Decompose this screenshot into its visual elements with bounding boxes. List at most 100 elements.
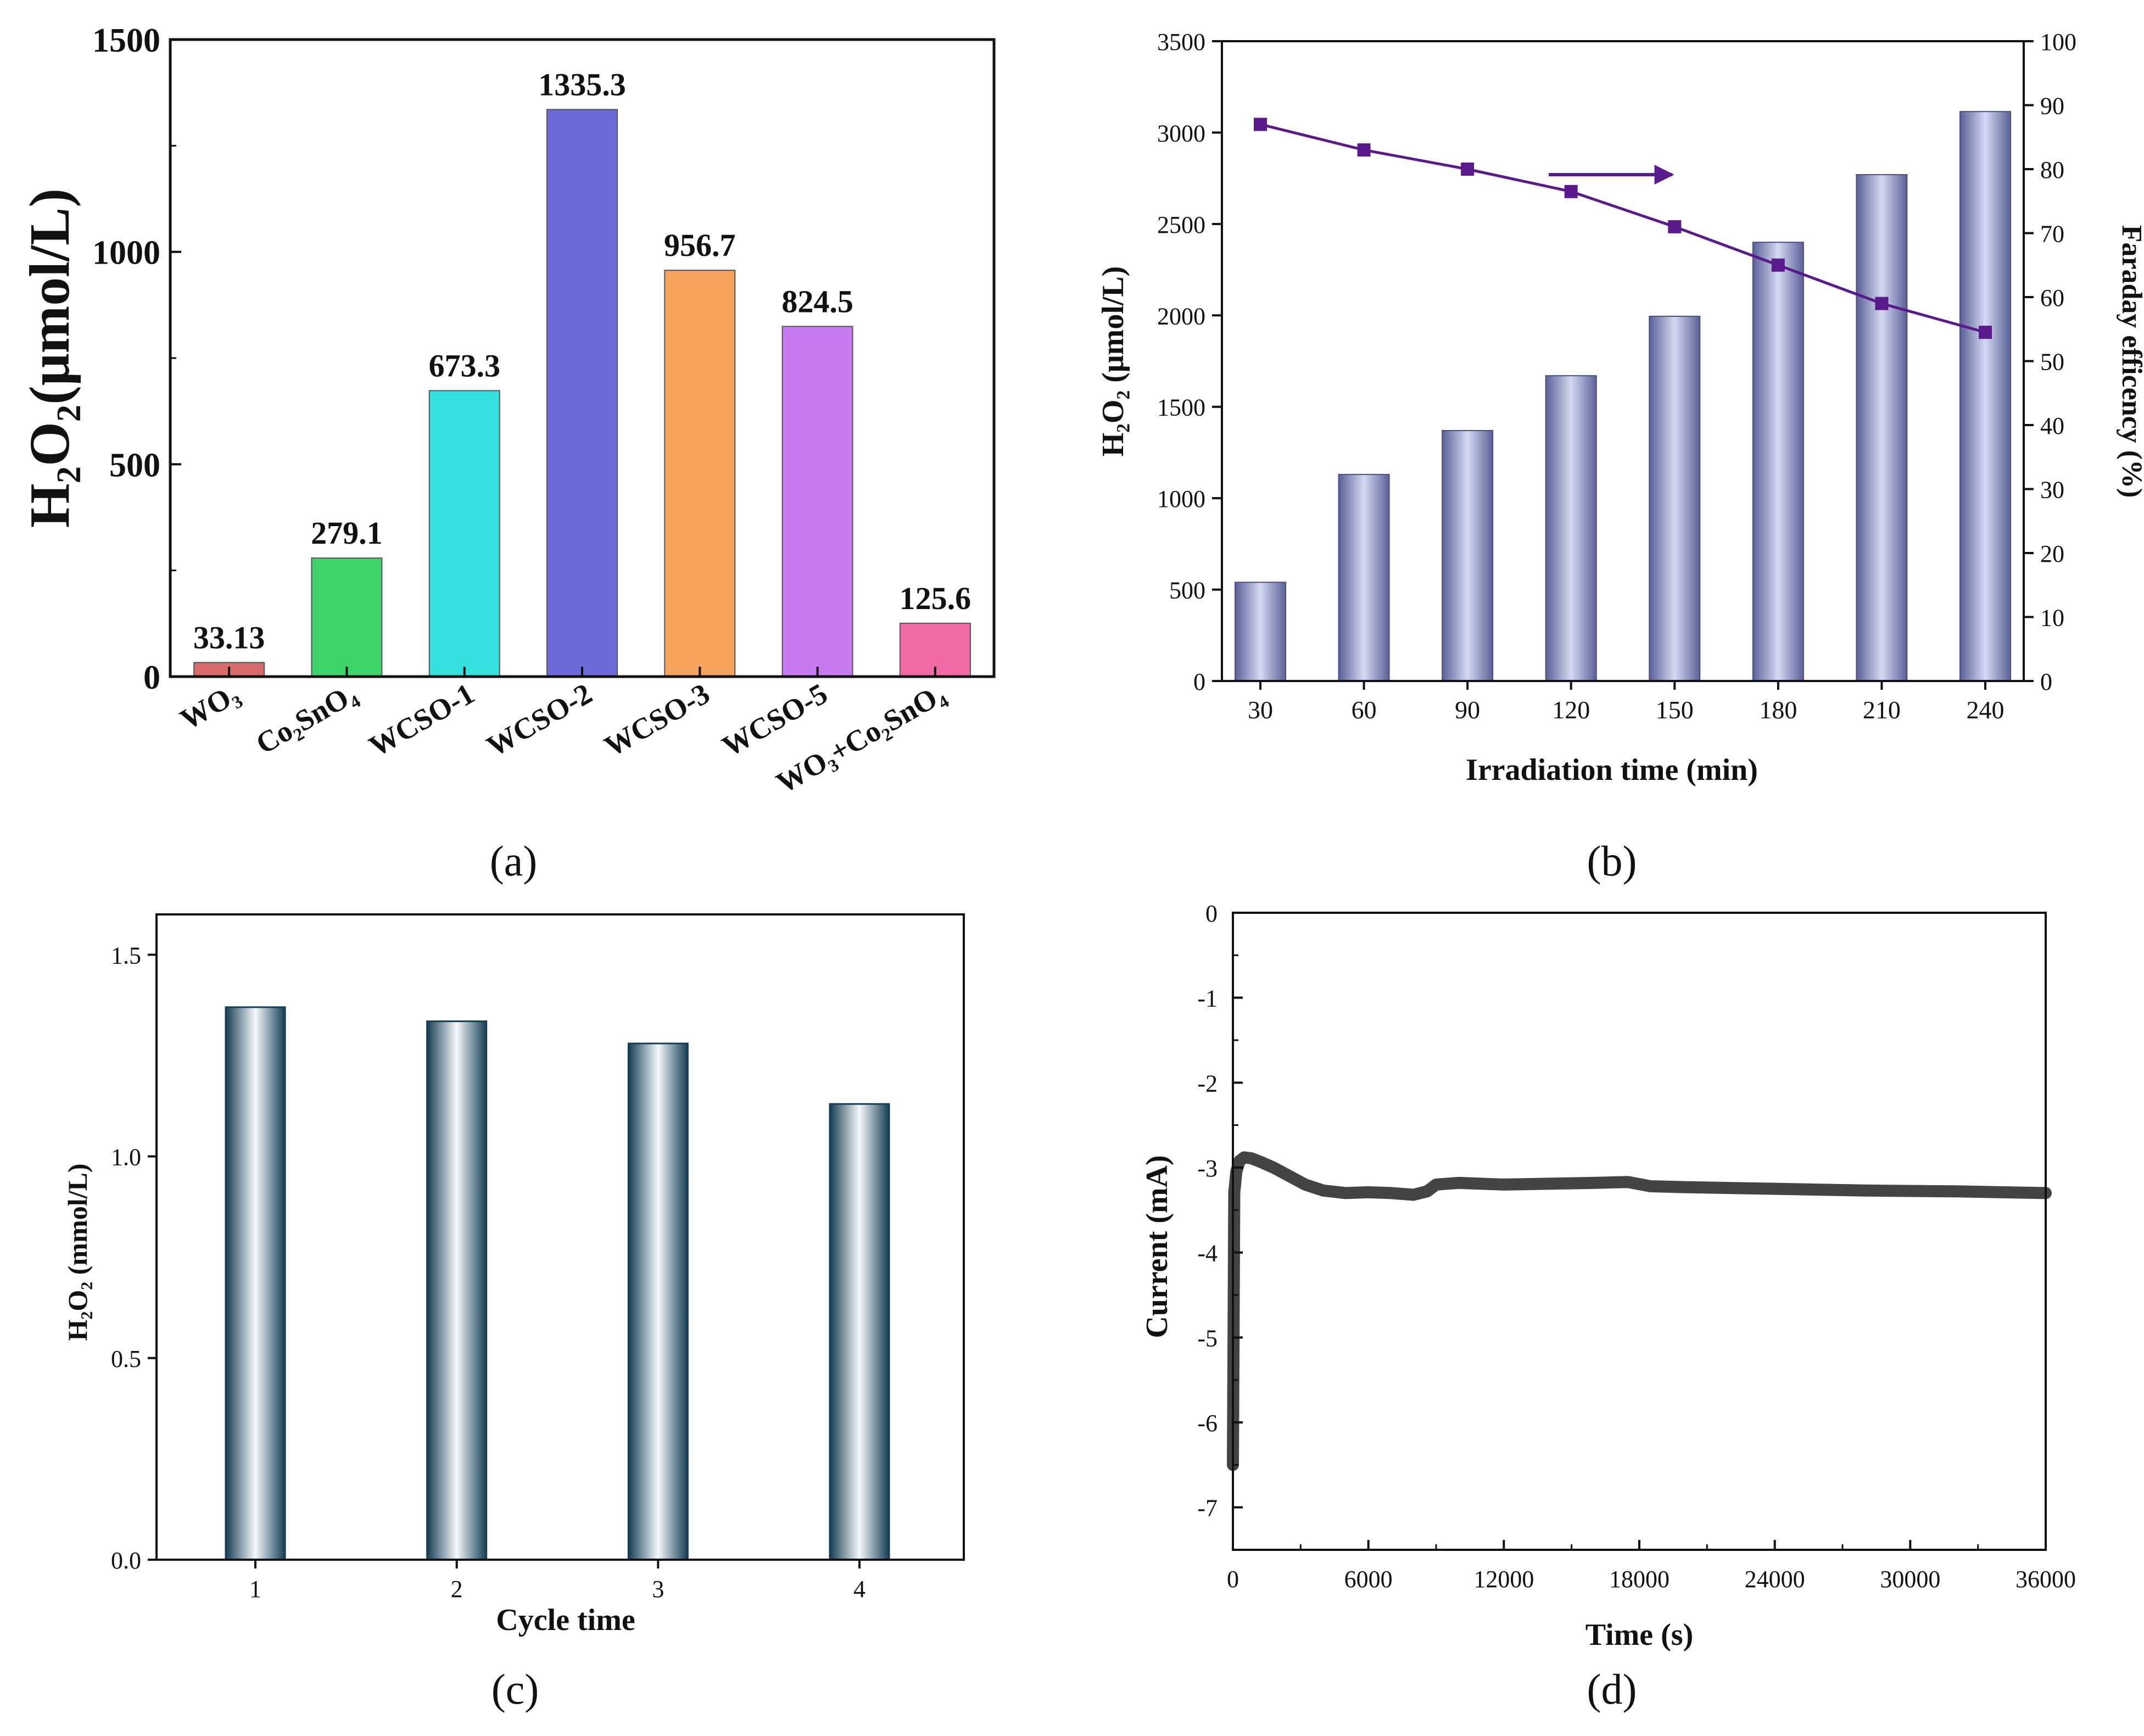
panel-b-y2-tick-label: 60 xyxy=(2040,284,2064,311)
panel-a-y-tick-label: 500 xyxy=(109,446,160,484)
panel-a-y-tick-label: 0 xyxy=(143,659,160,696)
panel-a: 33.13 279.1 673.3 1335.3 956.7 824.5 125.6 0 50… xyxy=(18,22,996,885)
panel-b-y-tick-label: 3500 xyxy=(1157,29,1205,55)
panel-b-y-tick-label: 2500 xyxy=(1157,211,1205,238)
panel-b-y2-tick-label: 50 xyxy=(2040,349,2064,376)
panel-c-x-axis: 1 2 3 4 xyxy=(249,1560,866,1603)
panel-c-x-axis-label: Cycle time xyxy=(496,1603,635,1637)
panel-a-plot-area: 33.13 279.1 673.3 1335.3 956.7 824.5 125.6 xyxy=(193,66,972,678)
panel-b-x-tick-label: 120 xyxy=(1552,696,1590,724)
panel-d: 0 -1 -2 -3 -4 -5 -6 -7 0 6000 12000 18000 24000 3000… xyxy=(1140,900,2076,1713)
panel-b-efficiency-marker xyxy=(1564,185,1578,198)
panel-d-plot-area xyxy=(1227,1151,2052,1471)
panel-a-data-label: 956.7 xyxy=(664,227,736,263)
panel-b-y2-axis-label: Faraday efficency (%) xyxy=(2116,225,2144,498)
panel-b-bar xyxy=(1545,375,1597,682)
panel-a-data-label: 125.6 xyxy=(900,580,972,616)
panel-b-y-tick-label: 0 xyxy=(1193,668,1205,695)
panel-a-caption: (a) xyxy=(490,837,538,885)
panel-b-y2-tick-label: 10 xyxy=(2040,605,2064,632)
panel-b-efficiency-marker xyxy=(1668,220,1682,233)
panel-d-x-tick-label: 0 xyxy=(1227,1566,1239,1593)
panel-a-x-tick-label: WCSO-1 xyxy=(364,677,480,763)
panel-c-y-axis: 0.0 0.5 1.0 1.5 xyxy=(111,942,157,1574)
panel-a-x-tick-label: WCSO-2 xyxy=(481,677,598,763)
panel-b-y-tick-label: 2000 xyxy=(1157,303,1205,330)
panel-b-y2-tick-label: 70 xyxy=(2040,221,2064,248)
panel-d-x-tick-label: 30000 xyxy=(1880,1566,1940,1593)
panel-a-data-label: 279.1 xyxy=(311,515,383,551)
panel-b-y2-tick-label: 40 xyxy=(2040,412,2064,439)
panel-c-bar xyxy=(829,1103,890,1561)
panel-d-x-tick-label: 12000 xyxy=(1473,1566,1534,1593)
panel-b-x-tick-label: 30 xyxy=(1248,696,1273,724)
panel-a-data-label: 1335.3 xyxy=(538,66,626,102)
panel-a-x-tick-label: Co₂SnO₄ xyxy=(250,677,362,760)
panel-d-x-tick-label: 36000 xyxy=(2015,1566,2076,1593)
panel-b-y2-tick-label: 100 xyxy=(2040,29,2076,55)
panel-c-bar xyxy=(627,1042,689,1561)
panel-d-y-tick-label: -7 xyxy=(1197,1495,1218,1522)
panel-b-x-tick-label: 90 xyxy=(1455,696,1480,724)
panel-b-bar xyxy=(1442,429,1494,682)
panel-d-x-axis: 0 6000 12000 18000 24000 30000 36000 xyxy=(1227,1540,2076,1593)
panel-c-y-tick-label: 1.0 xyxy=(111,1144,141,1171)
panel-b: 0 500 1000 1500 2000 2500 3000 3500 0 10 20 30 40 50… xyxy=(1096,29,2144,885)
panel-d-y-tick-label: -6 xyxy=(1197,1410,1218,1437)
panel-b-efficiency-marker xyxy=(1357,143,1371,157)
panel-b-bar xyxy=(1649,315,1701,682)
panel-c-frame xyxy=(155,913,965,1561)
panel-a-bar xyxy=(546,109,618,677)
panel-c-x-tick-label: 1 xyxy=(249,1576,261,1603)
panel-b-bar xyxy=(1338,473,1390,682)
panel-a-x-tick-label: WCSO-3 xyxy=(599,677,715,763)
panel-c-y-axis-label: H₂O₂ (mmol/L) xyxy=(62,1164,93,1341)
panel-d-x-tick-label: 24000 xyxy=(1745,1566,1805,1593)
panel-b-y-tick-label: 1500 xyxy=(1157,394,1205,421)
panel-a-y-tick-label: 1000 xyxy=(92,235,160,272)
panel-b-bar xyxy=(1752,242,1804,682)
panel-c-x-tick-label: 2 xyxy=(451,1576,463,1603)
panel-d-x-axis-label: Time (s) xyxy=(1585,1618,1694,1652)
panel-b-efficiency-marker xyxy=(1254,118,1267,131)
panel-a-x-tick-label: WO₃ xyxy=(175,677,244,736)
panel-b-efficiency-marker xyxy=(1979,326,1992,339)
panel-b-x-tick-label: 180 xyxy=(1759,696,1797,724)
panel-c-x-tick-label: 4 xyxy=(853,1576,866,1603)
panel-b-y2-tick-label: 30 xyxy=(2040,477,2064,504)
panel-c-plot-area xyxy=(225,1006,890,1561)
panel-a-data-label: 824.5 xyxy=(781,283,853,319)
panel-b-y2-tick-label: 90 xyxy=(2040,93,2064,120)
panel-b-x-tick-label: 240 xyxy=(1967,696,2005,724)
panel-b-caption: (b) xyxy=(1587,837,1637,885)
panel-a-data-label: 33.13 xyxy=(193,619,265,655)
panel-b-bar xyxy=(1959,111,2011,682)
panel-b-right-y-axis: 0 10 20 30 40 50 60 70 80 90 100 xyxy=(2024,29,2076,695)
panel-b-x-tick-label: 60 xyxy=(1352,696,1377,724)
panel-b-x-axis-label: Irradiation time (min) xyxy=(1466,753,1758,787)
panel-d-x-tick-label: 18000 xyxy=(1609,1566,1670,1593)
panel-b-efficiency-marker xyxy=(1771,258,1785,272)
panel-b-efficiency-line xyxy=(1260,123,1986,334)
panel-c: 0.0 0.5 1.0 1.5 1 2 3 4 Cycle time H₂O₂ (mmol/… xyxy=(62,913,965,1713)
panel-b-x-tick-label: 210 xyxy=(1863,696,1901,724)
panel-d-y-tick-label: -2 xyxy=(1197,1070,1218,1097)
panel-a-y-tick-label: 1500 xyxy=(92,22,160,59)
panel-d-frame xyxy=(1232,912,2047,1551)
panel-a-data-label: 673.3 xyxy=(428,348,500,383)
panel-c-y-tick-label: 0.0 xyxy=(111,1547,141,1574)
panel-d-y-tick-label: -4 xyxy=(1197,1240,1218,1267)
panel-d-current-trace xyxy=(1227,1151,2052,1471)
panel-c-y-tick-label: 0.5 xyxy=(111,1346,141,1372)
panel-d-y-tick-label: 0 xyxy=(1205,900,1218,927)
panel-b-plot-area xyxy=(1235,111,2011,682)
panel-b-y2-tick-label: 0 xyxy=(2040,668,2052,695)
panel-c-bar xyxy=(225,1006,286,1561)
panel-b-y-axis-label: H₂O₂ (μmol/L) xyxy=(1096,266,1130,457)
panel-d-y-tick-label: -1 xyxy=(1197,985,1218,1012)
panel-a-y-axis-label: H₂O₂(μmol/L) xyxy=(18,188,81,528)
panel-d-x-tick-label: 6000 xyxy=(1344,1566,1393,1593)
panel-c-caption: (c) xyxy=(492,1665,539,1713)
panel-d-y-tick-label: -5 xyxy=(1197,1325,1218,1352)
